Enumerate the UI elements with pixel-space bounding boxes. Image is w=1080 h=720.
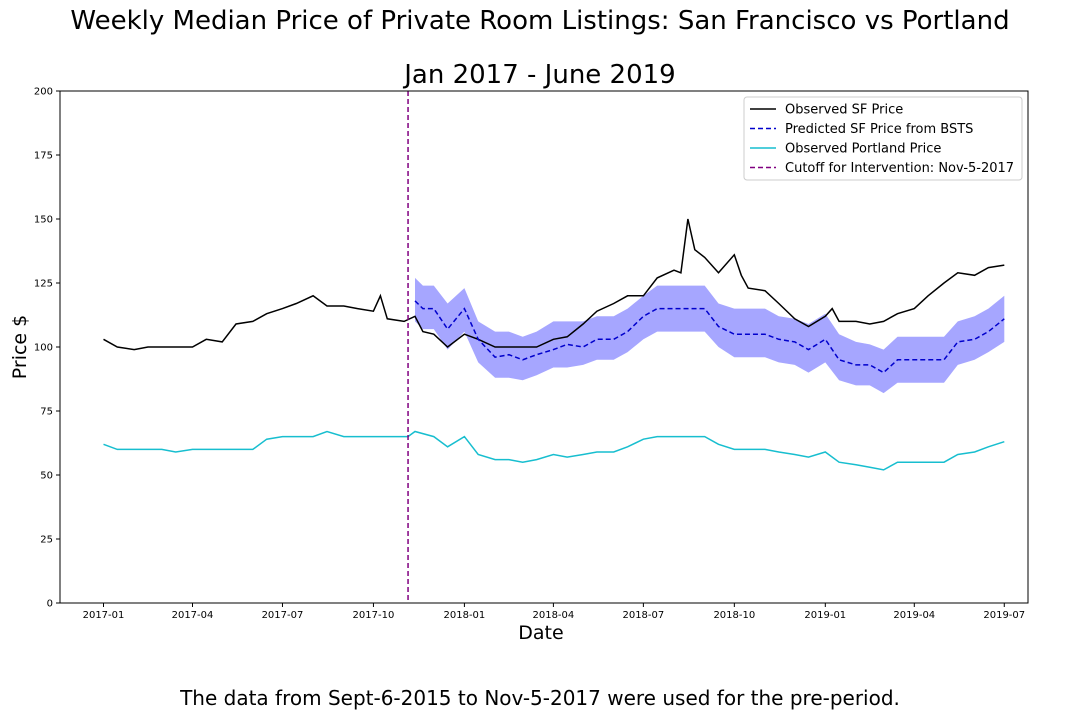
chart-title: Weekly Median Price of Private Room List…: [70, 6, 1010, 36]
caption: The data from Sept-6-2015 to Nov-5-2017 …: [180, 686, 900, 710]
y-tick-label: 25: [40, 535, 53, 546]
legend-label-3: Observed Portland Price: [785, 142, 941, 157]
y-tick-label: 125: [34, 279, 53, 290]
x-tick-label: 2018-10: [713, 610, 755, 621]
legend: Observed SF Price Predicted SF Price from…: [743, 96, 1023, 181]
y-tick-label: 0: [47, 599, 53, 610]
x-tick-label: 2019-07: [983, 610, 1025, 621]
prediction-interval-band: [415, 277, 1005, 394]
x-tick-label: 2018-01: [444, 610, 486, 621]
y-tick-label: 150: [34, 215, 53, 226]
legend-label-4: Cutoff for Intervention: Nov-5-2017: [785, 161, 1014, 176]
x-axis-label: Date: [518, 622, 563, 644]
x-tick-label: 2018-04: [532, 610, 574, 621]
legend-label-2: Predicted SF Price from BSTS: [785, 122, 973, 137]
legend-label-1: Observed SF Price: [785, 103, 903, 118]
y-axis-label: Price $: [9, 315, 31, 379]
x-tick-label: 2017-01: [83, 610, 125, 621]
y-tick-label: 175: [34, 151, 53, 162]
y-tick-label: 50: [40, 471, 53, 482]
y-tick-label: 75: [40, 407, 53, 418]
series-line-1: [103, 218, 1005, 351]
series-line-3: [103, 430, 1005, 471]
series-lines-layer: [103, 91, 1005, 603]
legend-box: [743, 96, 1023, 181]
x-tick-label: 2019-04: [893, 610, 935, 621]
prediction-interval-layer: [415, 277, 1005, 394]
chart-subtitle: Jan 2017 - June 2019: [404, 60, 676, 90]
x-tick-label: 2017-04: [172, 610, 214, 621]
series-line-2: [414, 300, 1005, 374]
y-tick-label: 100: [34, 343, 53, 354]
x-tick-label: 2019-01: [804, 610, 846, 621]
x-tick-label: 2017-07: [262, 610, 304, 621]
axes-layer: 0 25 50 75 100 125 150 175 200 2017-01 2017-04 2017…: [34, 87, 1029, 621]
x-tick-label: 2018-07: [622, 610, 664, 621]
x-tick-label: 2017-10: [353, 610, 395, 621]
y-tick-label: 200: [34, 87, 53, 98]
